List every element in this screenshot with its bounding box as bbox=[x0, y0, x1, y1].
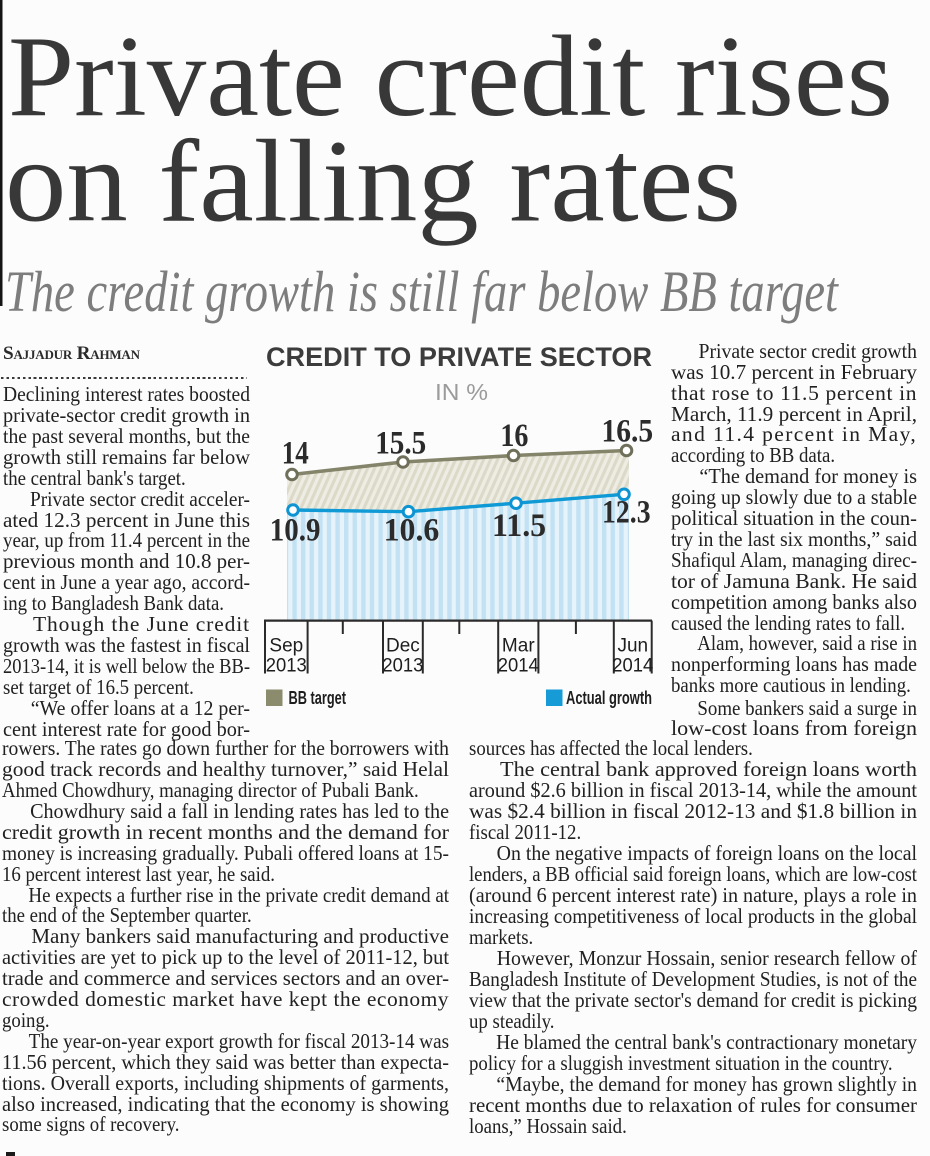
svg-text:Private credit rises: Private credit rises bbox=[8, 13, 893, 140]
svg-text:2014: 2014 bbox=[612, 655, 653, 676]
svg-text:Jun: Jun bbox=[617, 635, 648, 656]
svg-text:The credit growth is still far: The credit growth is still far below BB … bbox=[5, 259, 840, 324]
svg-text:Actual growth: Actual growth bbox=[566, 687, 652, 708]
svg-text:2013: 2013 bbox=[266, 655, 307, 676]
svg-text:Mar: Mar bbox=[502, 635, 535, 656]
svg-text:IN %: IN % bbox=[435, 379, 488, 405]
svg-text:12.3: 12.3 bbox=[602, 495, 651, 531]
svg-text:10.9: 10.9 bbox=[270, 512, 321, 548]
svg-text:2014: 2014 bbox=[498, 655, 539, 676]
svg-text:16: 16 bbox=[500, 418, 528, 454]
svg-text:CREDIT TO PRIVATE SECTOR: CREDIT TO PRIVATE SECTOR bbox=[266, 342, 652, 372]
svg-text:Sep: Sep bbox=[269, 635, 303, 656]
svg-text:16.5: 16.5 bbox=[602, 414, 654, 450]
svg-text:2013: 2013 bbox=[382, 655, 423, 676]
svg-text:BB target: BB target bbox=[289, 687, 347, 708]
svg-text:Dec: Dec bbox=[386, 635, 420, 656]
svg-text:on falling rates: on falling rates bbox=[5, 116, 741, 247]
svg-text:10.6: 10.6 bbox=[384, 513, 440, 549]
svg-text:15.5: 15.5 bbox=[375, 426, 426, 462]
svg-text:11.5: 11.5 bbox=[492, 508, 546, 544]
svg-text:14: 14 bbox=[282, 436, 309, 472]
